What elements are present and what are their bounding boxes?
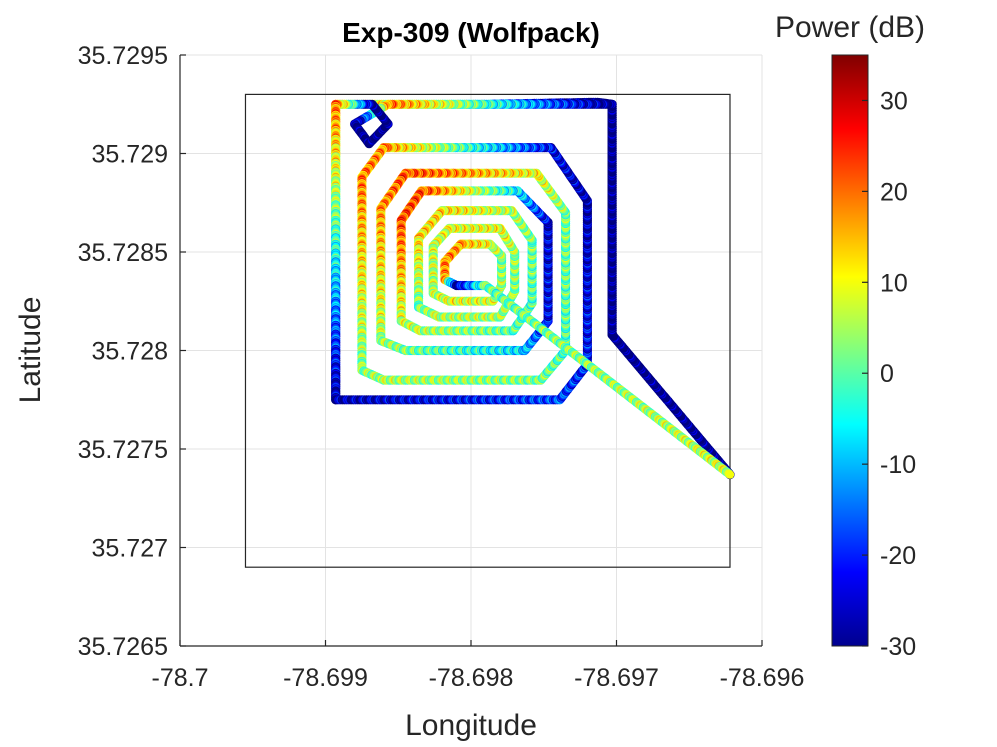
axes [179,54,763,647]
x-axis-label: Longitude [405,709,537,742]
boundary-rect [244,93,731,568]
colorbar [831,54,869,647]
colorbar-tick-label: -30 [880,633,916,661]
chart-title: Exp-309 (Wolfpack) [342,17,600,48]
colorbar-title: Power (dB) [775,11,925,44]
x-tick-label: -78.696 [720,664,805,692]
colorbar-ticks: 30 20 10 0 -10 -20 -30 [862,87,916,661]
y-tick-label: 35.727 [92,535,168,563]
x-tick-label: -78.697 [574,664,659,692]
y-tick-label: 35.728 [92,338,168,366]
y-tick-label: 35.729 [92,141,168,169]
x-tick-label: -78.699 [283,664,368,692]
y-tick-label: 35.7265 [78,633,168,661]
colorbar-tick-label: 20 [880,178,908,206]
colorbar-tick-label: 10 [880,269,908,297]
y-axis-label: Latitude [14,297,47,404]
tick-labels: -78.7 -78.699 -78.698 -78.697 -78.696 35.7295… [78,42,805,692]
colorbar-tick-label: -10 [880,451,916,479]
x-tick-label: -78.698 [429,664,514,692]
x-tick-label: -78.7 [152,664,209,692]
y-tick-label: 35.7295 [78,42,168,70]
measurement-track [331,97,735,480]
data-point [725,470,735,479]
colorbar-tick-label: 0 [880,360,894,388]
y-tick-label: 35.7275 [78,436,168,464]
colorbar-tick-label: 30 [880,87,908,115]
y-tick-label: 35.7285 [78,239,168,267]
colorbar-tick-label: -20 [880,542,916,570]
boundary-rectangle [244,93,731,568]
